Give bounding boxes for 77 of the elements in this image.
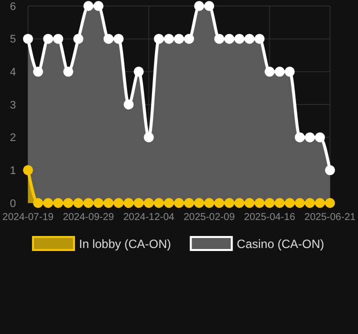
point [264,198,275,208]
point [33,198,44,208]
point [114,198,124,208]
x-tick-label: 2025-06-21 [304,212,356,223]
point [244,34,254,44]
point [194,1,204,11]
point [104,34,114,44]
point [184,34,194,44]
point [93,198,104,208]
point [73,198,84,208]
point [304,132,315,142]
point [43,198,54,208]
point [154,198,164,208]
point [83,198,94,208]
point [144,132,154,142]
point [184,198,194,208]
point [234,34,244,44]
point [204,1,214,11]
point [53,34,64,44]
x-tick-label: 2024-09-29 [62,212,114,223]
point [224,198,234,208]
point [174,34,184,44]
y-tick-label: 6 [10,0,16,13]
point [73,34,84,44]
point [214,198,224,208]
point [164,198,174,208]
point [284,66,295,77]
x-tick-label: 2025-04-16 [244,212,296,223]
point [304,198,315,208]
y-tick-label: 3 [10,99,16,112]
y-tick-label: 2 [10,132,16,144]
point [23,165,33,176]
point [134,66,144,77]
point [294,198,305,208]
point [154,34,164,44]
point [274,66,285,77]
point [284,198,295,208]
point [164,34,174,44]
point [23,34,33,44]
point [325,198,335,208]
x-tick-label: 2024-07-19 [2,212,54,223]
point [124,198,134,208]
y-tick-label: 1 [10,165,16,178]
x-tick-label: 2024-12-04 [123,212,175,223]
point [314,132,325,142]
y-tick-label: 0 [10,198,16,210]
y-tick-label: 4 [10,66,16,79]
point [93,1,104,11]
point [134,198,144,208]
point [174,198,184,208]
legend-label: Casino (CA-ON) [236,237,324,251]
point [104,198,114,208]
y-tick-label: 5 [10,34,16,46]
point [63,66,74,77]
point [214,34,224,44]
legend-label: In lobby (CA-ON) [79,237,172,251]
point [204,198,214,208]
point [314,198,325,208]
point [124,100,134,110]
point [234,198,244,208]
point [144,198,154,208]
point [254,198,265,208]
point [224,34,234,44]
point [294,132,305,142]
x-tick-label: 2025-02-09 [184,212,236,223]
point [274,198,285,208]
point [254,34,265,44]
point [43,34,54,44]
point [244,198,254,208]
point [325,165,335,176]
point [194,198,204,208]
point [114,34,124,44]
point [264,66,275,77]
point [63,198,74,208]
point [33,66,44,77]
point [83,1,94,11]
point [53,198,64,208]
